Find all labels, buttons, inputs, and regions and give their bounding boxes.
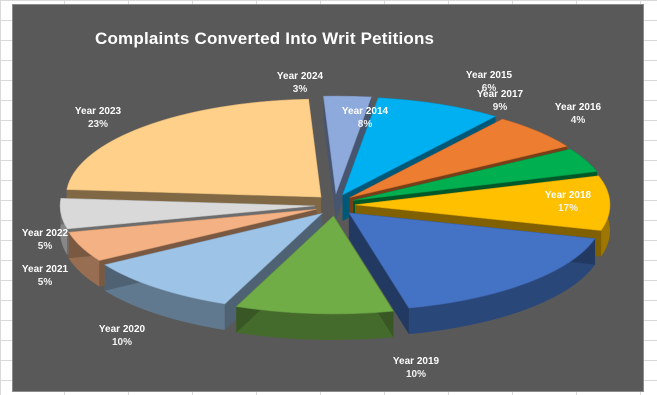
slice-edge	[323, 96, 336, 221]
pie-slice-year-2020[interactable]	[104, 212, 324, 330]
data-value-year-2019: 10%	[406, 369, 426, 380]
data-value-year-2015: 6%	[482, 83, 497, 94]
slice-top	[342, 97, 497, 196]
data-value-year-2020: 10%	[112, 337, 132, 348]
pie-slice-year-2018[interactable]	[348, 212, 596, 335]
chart-title: Complaints Converted Into Writ Petitions	[95, 29, 435, 48]
data-value-year-2024: 3%	[293, 84, 308, 95]
data-label-year-2019: Year 2019	[393, 356, 440, 367]
slice-top	[104, 212, 324, 305]
data-value-year-2018: 17%	[558, 203, 578, 214]
slice-side	[60, 198, 68, 255]
slice-edge	[348, 212, 409, 335]
slice-top	[235, 215, 394, 315]
data-value-year-2017: 9%	[493, 102, 508, 113]
slice-top	[323, 95, 372, 195]
data-label-year-2017: Year 2017	[477, 89, 524, 100]
pie-slice-year-2019[interactable]	[235, 215, 394, 340]
slice-top	[66, 98, 322, 198]
data-label-year-2023: Year 2023	[75, 106, 122, 117]
slice-side	[408, 238, 596, 335]
data-label-year-2022: Year 2022	[22, 228, 69, 239]
slice-top	[349, 118, 568, 198]
data-label-year-2020: Year 2020	[99, 324, 146, 335]
data-label-year-2018: Year 2018	[545, 190, 592, 201]
slice-top	[348, 212, 596, 309]
data-label-year-2016: Year 2016	[555, 102, 602, 113]
data-value-year-2021: 5%	[38, 277, 53, 288]
data-label-year-2014: Year 2014	[342, 106, 389, 117]
data-value-year-2022: 5%	[38, 241, 53, 252]
slice-top	[59, 198, 316, 230]
data-value-year-2014: 8%	[358, 119, 373, 130]
slice-side	[236, 306, 394, 340]
data-label-year-2021: Year 2021	[22, 264, 69, 275]
data-label-year-2024: Year 2024	[277, 71, 324, 82]
slice-top	[354, 175, 611, 231]
data-label-year-2015: Year 2015	[466, 70, 513, 81]
slice-top	[68, 208, 317, 261]
data-value-year-2016: 4%	[571, 115, 586, 126]
data-value-year-2023: 23%	[88, 119, 108, 130]
slice-top	[353, 148, 598, 201]
